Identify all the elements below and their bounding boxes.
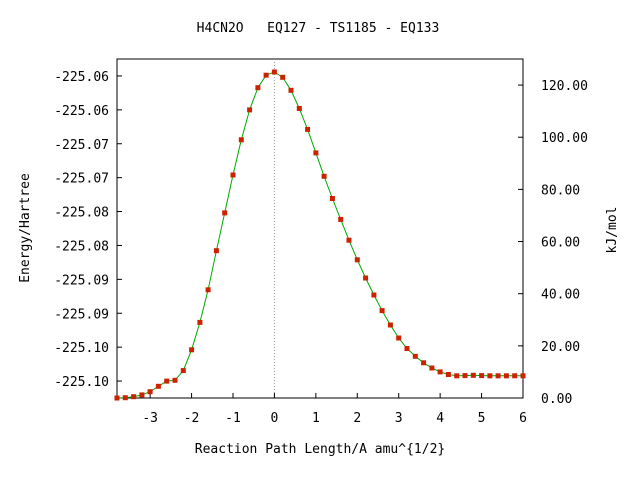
- y-tick-label-left: -225.10: [54, 341, 109, 356]
- data-point-marker: [280, 74, 286, 80]
- data-point-marker: [363, 275, 369, 281]
- data-point-marker: [172, 377, 178, 383]
- y-tick-label-left: -225.06: [54, 70, 109, 85]
- data-point-marker: [387, 322, 393, 328]
- data-point-marker: [429, 365, 435, 371]
- data-point-marker: [487, 373, 493, 379]
- data-point-marker: [354, 257, 360, 263]
- x-tick-label: 5: [478, 411, 486, 426]
- data-point-marker: [122, 395, 128, 401]
- y-tick-label-right: 120.00: [541, 79, 588, 94]
- y-tick-label-left: -225.08: [54, 206, 109, 221]
- data-point-marker: [512, 373, 518, 379]
- data-point-marker: [454, 373, 460, 379]
- data-point-marker: [462, 373, 468, 379]
- data-point-marker: [164, 378, 170, 384]
- y-axis-title-right: kJ/mol: [605, 207, 620, 254]
- x-tick-label: -3: [142, 411, 158, 426]
- data-point-marker: [396, 335, 402, 341]
- y-tick-label-right: 20.00: [541, 340, 580, 355]
- series-layer: [114, 69, 526, 401]
- y-tick-label-right: 40.00: [541, 288, 580, 303]
- data-point-marker: [255, 85, 261, 91]
- data-point-marker: [147, 389, 153, 395]
- data-point-marker: [296, 106, 302, 111]
- data-point-marker: [189, 347, 195, 353]
- data-point-marker: [371, 292, 377, 298]
- y-tick-label-left: -225.06: [54, 104, 109, 119]
- y-tick-label-right: 80.00: [541, 183, 580, 198]
- x-tick-label: 3: [395, 411, 403, 426]
- x-axis-title: Reaction Path Length/A amu^{1/2}: [195, 442, 445, 457]
- x-tick-label: 2: [353, 411, 361, 426]
- data-point-marker: [346, 237, 352, 243]
- y-tick-label-right: 100.00: [541, 131, 588, 146]
- data-point-marker: [412, 353, 418, 359]
- data-point-marker: [197, 319, 203, 325]
- data-point-marker: [238, 137, 244, 143]
- data-point-marker: [114, 395, 120, 401]
- data-point-marker: [263, 72, 269, 78]
- data-point-marker: [205, 287, 211, 293]
- x-tick-label: -1: [225, 411, 241, 426]
- data-point-marker: [222, 210, 228, 216]
- data-point-marker: [520, 373, 526, 379]
- data-point-marker: [495, 373, 501, 379]
- plot-ticks: [117, 59, 524, 399]
- data-point-marker: [313, 150, 319, 156]
- y-tick-label-right: 60.00: [541, 236, 580, 251]
- data-point-marker: [321, 173, 327, 179]
- x-tick-label: 0: [271, 411, 279, 426]
- data-point-marker: [213, 248, 219, 254]
- data-point-marker: [329, 196, 335, 201]
- energy-curve: [116, 71, 523, 399]
- data-point-marker: [503, 373, 509, 379]
- y-axis-title-left: Energy/Hartree: [18, 173, 33, 283]
- chart-title: H4CN2O EQ127 - TS1185 - EQ133: [197, 21, 440, 36]
- y-tick-label-left: -225.09: [54, 307, 109, 322]
- data-point-marker: [421, 360, 427, 366]
- y-tick-label-left: -225.07: [54, 172, 109, 187]
- data-point-marker: [338, 216, 344, 222]
- tick-labels: -3 -2 -1 0 1 2 3 4 5 6 -225.10 -225.10 -225.09 -225.0…: [54, 70, 588, 426]
- data-point-marker: [470, 372, 476, 378]
- y-tick-label-left: -225.07: [54, 138, 109, 153]
- data-point-marker: [180, 368, 186, 374]
- data-point-marker: [404, 346, 410, 351]
- data-point-marker: [288, 87, 294, 93]
- y-tick-label-left: -225.09: [54, 273, 109, 288]
- x-tick-label: 6: [519, 411, 527, 426]
- x-tick-label: 4: [436, 411, 444, 426]
- data-point-marker: [131, 394, 137, 400]
- plot-frame: [116, 58, 524, 399]
- data-point-marker: [155, 383, 161, 389]
- data-point-marker: [230, 172, 236, 178]
- x-tick-label: -2: [184, 411, 200, 426]
- data-point-marker: [271, 69, 277, 75]
- data-point-marker: [379, 308, 385, 314]
- y-tick-label-right: 0.00: [541, 392, 572, 407]
- x-tick-label: 1: [312, 411, 320, 426]
- data-point-marker: [437, 369, 443, 375]
- data-point-marker: [479, 373, 485, 379]
- y-tick-label-left: -225.10: [54, 375, 109, 390]
- data-point-marker: [139, 392, 145, 398]
- y-tick-label-left: -225.08: [54, 239, 109, 254]
- data-point-marker: [445, 372, 451, 377]
- data-point-marker: [247, 107, 253, 113]
- data-point-marker: [305, 126, 311, 132]
